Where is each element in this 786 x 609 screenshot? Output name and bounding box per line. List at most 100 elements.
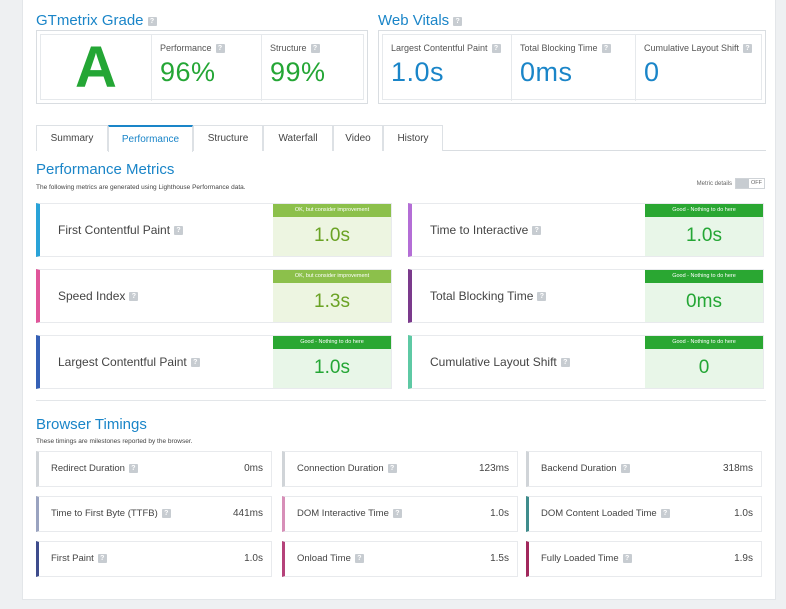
timing-value: 318ms [722, 463, 753, 474]
tab-history[interactable]: History [383, 125, 443, 151]
help-icon[interactable]: ? [174, 226, 184, 236]
vital-value: 0ms [520, 57, 573, 88]
tab-summary[interactable]: Summary [36, 125, 108, 151]
timing-card: Fully Loaded Time? 1.9s [526, 541, 762, 577]
help-icon[interactable]: ? [128, 463, 138, 473]
tab-video[interactable]: Video [333, 125, 383, 151]
timing-value: 1.5s [490, 553, 509, 564]
performance-score: Performance? 96% [151, 35, 261, 101]
metric-name: First Contentful Paint? [58, 204, 184, 256]
timing-label: Redirect Duration? [51, 452, 138, 486]
timing-label: Fully Loaded Time? [541, 542, 632, 576]
performance-metric-card: Speed Index? OK, but consider improvement… [36, 269, 392, 323]
help-icon[interactable]: ? [537, 292, 547, 302]
help-icon[interactable]: ? [491, 44, 501, 54]
help-icon[interactable]: ? [190, 358, 200, 368]
metric-name: Time to Interactive? [430, 204, 542, 256]
timing-label-text: Connection Duration [297, 463, 384, 474]
timing-card: Redirect Duration? 0ms [36, 451, 272, 487]
help-icon[interactable]: ? [97, 553, 107, 563]
help-icon[interactable]: ? [660, 508, 670, 518]
metric-value: 1.0s [645, 217, 763, 256]
timing-value: 0ms [244, 463, 263, 474]
metric-name-text: Time to Interactive [430, 223, 529, 237]
help-icon[interactable]: ? [354, 553, 364, 563]
metric-name-text: Cumulative Layout Shift [430, 355, 557, 369]
vitals-title: Web Vitals? [378, 12, 463, 29]
timing-card: Onload Time? 1.5s [282, 541, 518, 577]
metric-status-badge: OK, but consider improvement [273, 204, 391, 217]
performance-metric-card: Total Blocking Time? Good - Nothing to do… [408, 269, 764, 323]
metric-name-text: Largest Contentful Paint [58, 355, 187, 369]
metric-status-badge: OK, but consider improvement [273, 270, 391, 283]
structure-score: Structure? 99% [261, 35, 365, 101]
browser-timings-description: These timings are milestones reported by… [36, 438, 193, 445]
timing-label: Onload Time? [297, 542, 364, 576]
vital-value: 0 [644, 57, 660, 88]
help-icon[interactable]: ? [532, 226, 542, 236]
help-icon[interactable]: ? [129, 292, 139, 302]
timing-label: Time to First Byte (TTFB)? [51, 497, 171, 531]
timing-value: 441ms [232, 508, 263, 519]
timing-card: DOM Content Loaded Time? 1.0s [526, 496, 762, 532]
vital-label: Largest Contentful Paint [391, 43, 488, 53]
metric-name-text: Speed Index [58, 289, 126, 303]
help-icon[interactable]: ? [392, 508, 402, 518]
metric-name: Largest Contentful Paint? [58, 336, 200, 388]
metric-details-toggle-wrap: Metric details OFF [697, 178, 765, 189]
metric-status-badge: Good - Nothing to do here [273, 336, 391, 349]
tab-waterfall[interactable]: Waterfall [263, 125, 333, 151]
timing-label-text: DOM Content Loaded Time [541, 508, 657, 519]
help-icon[interactable]: ? [743, 44, 753, 54]
timing-value: 1.0s [244, 553, 263, 564]
timing-label-text: Fully Loaded Time [541, 553, 619, 564]
performance-metric-card: Time to Interactive? Good - Nothing to do… [408, 203, 764, 257]
vital-tbt: Total Blocking Time? 0ms [511, 35, 635, 101]
help-icon[interactable]: ? [310, 44, 320, 54]
report-page: GTmetrix Grade? A Performance? 96% Struc… [22, 0, 776, 600]
help-icon[interactable]: ? [560, 358, 570, 368]
tab-structure[interactable]: Structure [193, 125, 263, 151]
grade-title-text: GTmetrix Grade [36, 12, 144, 29]
grade-title: GTmetrix Grade? [36, 12, 157, 29]
metric-name: Cumulative Layout Shift? [430, 336, 570, 388]
performance-metrics-description: The following metrics are generated usin… [36, 184, 246, 191]
help-icon[interactable]: ? [147, 16, 157, 26]
timing-value: 1.0s [734, 508, 753, 519]
metric-value: 1.3s [273, 283, 391, 322]
vital-cls: Cumulative Layout Shift? 0 [635, 35, 763, 101]
metric-status-badge: Good - Nothing to do here [645, 270, 763, 283]
help-icon[interactable]: ? [620, 463, 630, 473]
help-icon[interactable]: ? [215, 44, 225, 54]
help-icon[interactable]: ? [601, 44, 611, 54]
vital-label: Cumulative Layout Shift [644, 43, 740, 53]
browser-timings-title: Browser Timings [36, 416, 147, 433]
tab-performance[interactable]: Performance [108, 125, 193, 152]
performance-metrics-title: Performance Metrics [36, 161, 175, 178]
help-icon[interactable]: ? [387, 463, 397, 473]
timing-value: 1.0s [490, 508, 509, 519]
report-tabs: Summary Performance Structure Waterfall … [36, 125, 766, 152]
timing-label-text: First Paint [51, 553, 94, 564]
performance-label: Performance [160, 43, 212, 53]
help-icon[interactable]: ? [622, 553, 632, 563]
timing-label-text: Redirect Duration [51, 463, 125, 474]
metric-details-toggle[interactable]: OFF [735, 178, 765, 189]
timing-value: 123ms [478, 463, 509, 474]
structure-label: Structure [270, 43, 307, 53]
metric-value: 0ms [645, 283, 763, 322]
timing-label: Connection Duration? [297, 452, 397, 486]
timing-card: Connection Duration? 123ms [282, 451, 518, 487]
metric-value: 1.0s [273, 217, 391, 256]
help-icon[interactable]: ? [453, 16, 463, 26]
timing-card: Time to First Byte (TTFB)? 441ms [36, 496, 272, 532]
timing-label: First Paint? [51, 542, 107, 576]
timing-label: DOM Interactive Time? [297, 497, 402, 531]
metric-details-label: Metric details [696, 180, 732, 187]
vitals-box: Largest Contentful Paint? 1.0s Total Blo… [378, 30, 766, 104]
metric-status-badge: Good - Nothing to do here [645, 204, 763, 217]
vital-label: Total Blocking Time [520, 43, 598, 53]
help-icon[interactable]: ? [161, 508, 171, 518]
timing-value: 1.9s [734, 553, 753, 564]
timing-card: Backend Duration? 318ms [526, 451, 762, 487]
